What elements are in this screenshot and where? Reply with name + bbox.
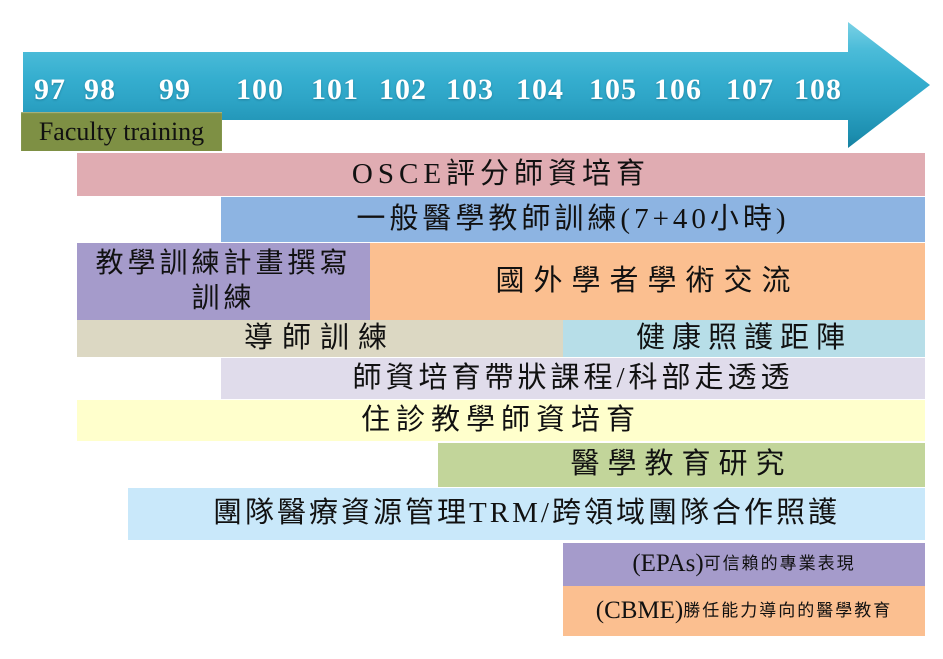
bar-label: 一般醫學教師訓練(7+40小時)	[356, 202, 790, 235]
year-label-102: 102	[379, 73, 427, 106]
year-label-106: 106	[654, 73, 702, 106]
year-label-105: 105	[589, 73, 637, 106]
timeline-bar-cbme-competency-based-medical-education: (CBME) 勝任能力導向的醫學教育	[563, 586, 925, 636]
faculty-training-label: Faculty training	[38, 116, 205, 146]
bar-label: 健康照護距陣	[635, 321, 852, 354]
bar-label: OSCE評分師資培育	[351, 157, 651, 190]
bar-label-part: 可信賴的專業表現	[703, 554, 856, 574]
bar-label-part: (EPAs)	[632, 550, 704, 578]
bar-label: 住診教學師資培育	[360, 403, 641, 436]
timeline-bar-inpatient-teaching-faculty: 住診教學師資培育	[77, 400, 925, 441]
timeline-bar-mentor-training: 導師訓練	[77, 320, 563, 357]
bar-label: 團隊醫療資源管理TRM/跨領域團隊合作照護	[213, 497, 840, 530]
bar-label: 醫學教育研究	[570, 448, 793, 481]
timeline-bar-foreign-scholar-exchange: 國外學者學術交流	[370, 243, 925, 320]
year-label-108: 108	[794, 73, 842, 106]
year-label-99: 99	[159, 73, 191, 106]
timeline-bar-osce-rater-training: OSCE評分師資培育	[77, 153, 925, 196]
timeline-bar-teaching-plan-writing-training: 教學訓練計畫撰寫 訓練	[77, 243, 370, 320]
year-label-103: 103	[446, 73, 494, 106]
bar-label-part: 勝任能力導向的醫學教育	[683, 600, 893, 620]
timeline-bar-faculty-band-course-dept-tour: 師資培育帶狀課程/科部走透透	[221, 358, 925, 399]
faculty-training-badge: Faculty training	[21, 112, 222, 151]
timeline-bar-health-care-matrix: 健康照護距陣	[563, 320, 925, 357]
bar-label: 導師訓練	[243, 321, 396, 354]
year-label-107: 107	[726, 73, 774, 106]
bar-label-part: (CBME)	[595, 596, 684, 624]
timeline-bar-trm-interdisciplinary-team-care: 團隊醫療資源管理TRM/跨領域團隊合作照護	[128, 488, 925, 540]
timeline-bar-epas-trusted-professional-performance: (EPAs) 可信賴的專業表現	[563, 543, 925, 586]
bar-label: 師資培育帶狀課程/科部走透透	[352, 361, 794, 394]
year-label-97: 97	[34, 73, 66, 106]
year-label-101: 101	[311, 73, 359, 106]
bar-label-line: 教學訓練計畫撰寫	[95, 248, 352, 280]
timeline-bar-general-medical-teacher-training: 一般醫學教師訓練(7+40小時)	[221, 197, 925, 242]
bar-label-line: 訓練	[191, 282, 256, 314]
year-label-100: 100	[236, 73, 284, 106]
year-label-98: 98	[84, 73, 116, 106]
year-label-104: 104	[516, 73, 564, 106]
bar-label: 國外學者學術交流	[495, 264, 800, 297]
timeline-bar-medical-education-research: 醫學教育研究	[438, 443, 925, 487]
